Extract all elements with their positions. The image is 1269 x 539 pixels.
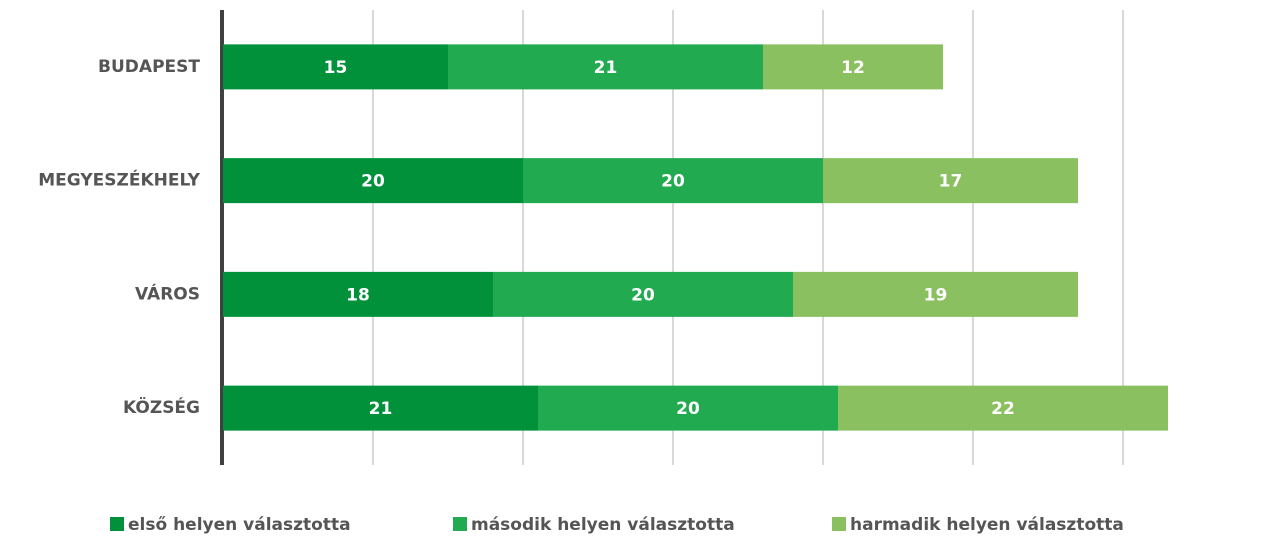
bar-segment	[523, 158, 823, 204]
bar-segment	[223, 271, 493, 317]
bar-segment	[793, 271, 1078, 317]
value-label: 22	[991, 399, 1015, 419]
category-label: MEGYESZÉKHELY	[38, 169, 200, 191]
value-label: 17	[939, 172, 963, 192]
value-label: 20	[661, 172, 685, 192]
value-label: 20	[676, 399, 700, 419]
value-label: 12	[841, 58, 865, 78]
value-label: 21	[369, 399, 393, 419]
value-label: 20	[631, 285, 655, 305]
value-label: 15	[324, 58, 348, 78]
category-label: VÁROS	[135, 282, 200, 304]
value-label: 18	[346, 285, 370, 305]
value-label: 20	[361, 172, 385, 192]
legend-swatch	[832, 517, 846, 531]
legend-label: második helyen választotta	[471, 515, 735, 535]
bar-segment	[223, 385, 538, 431]
category-label: BUDAPEST	[98, 57, 200, 77]
legend-swatch	[110, 517, 124, 531]
value-label: 19	[924, 285, 948, 305]
bar-segment	[448, 44, 763, 90]
bar-segment	[493, 271, 793, 317]
bar-segment	[823, 158, 1078, 204]
bar-segment	[223, 44, 448, 90]
legend-label: első helyen választotta	[128, 515, 351, 535]
bar-segment	[838, 385, 1168, 431]
legend-swatch	[453, 517, 467, 531]
bar-segment	[538, 385, 838, 431]
bar-segment	[763, 44, 943, 90]
bar-segment	[223, 158, 523, 204]
value-label: 21	[594, 58, 618, 78]
legend-label: harmadik helyen választotta	[850, 515, 1124, 535]
category-label: KÖZSÉG	[123, 396, 200, 418]
